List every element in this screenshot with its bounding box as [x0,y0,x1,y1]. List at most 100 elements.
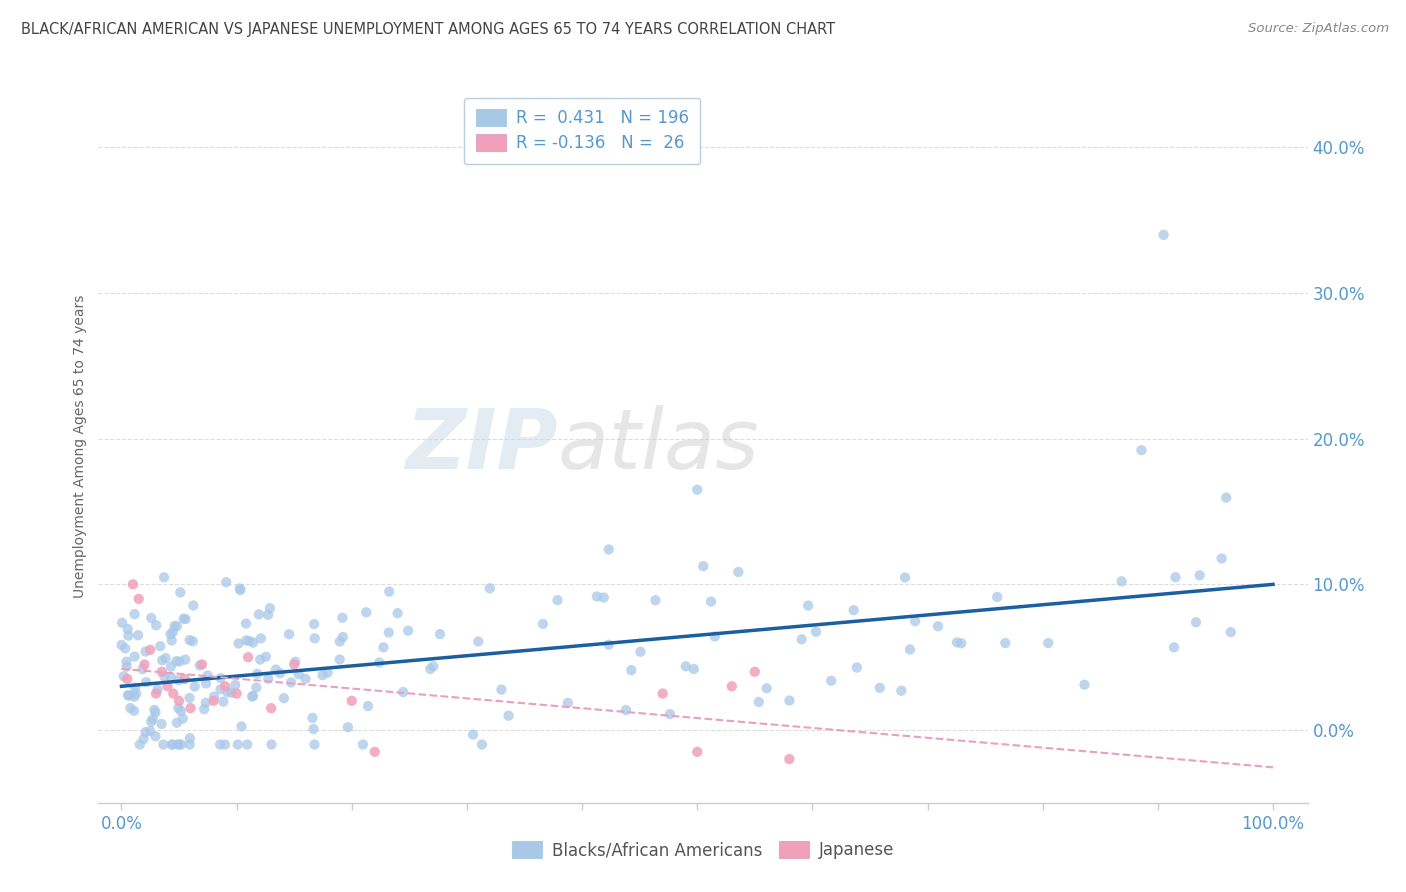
Point [235,616,257,631]
Point [115,672,138,686]
Point [598,542,620,557]
Point [1185,615,1208,630]
Point [124,681,146,695]
Point [378,584,401,599]
Point [820,673,842,688]
Point [128,738,150,752]
Point [160,738,183,752]
Point [124,690,146,704]
Point [236,738,259,752]
Point [162,738,184,752]
Point [170,738,193,752]
Point [180,701,202,715]
Point [155,651,177,665]
Point [242,689,264,703]
Point [304,632,326,646]
Point [146,682,169,697]
Point [392,685,415,699]
Point [173,612,195,626]
Point [246,666,269,681]
Point [111,615,134,630]
Point [141,714,163,729]
Point [165,654,187,668]
Point [250,632,273,646]
Point [240,690,263,704]
Point [927,619,949,633]
Point [280,675,302,690]
Point [387,606,409,620]
Point [215,575,238,590]
Point [304,738,326,752]
Point [135,675,157,690]
Point [229,582,252,596]
Point [531,616,554,631]
Point [586,590,609,604]
Point [700,594,723,608]
Point [257,607,280,622]
Point [224,678,246,692]
Point [195,676,218,690]
Point [1130,443,1153,458]
Point [226,738,249,752]
Point [368,656,391,670]
Point [797,599,820,613]
Point [183,680,205,694]
Point [950,636,973,650]
Point [682,662,704,676]
Point [172,712,194,726]
Point [651,687,673,701]
Point [845,660,868,674]
Point [245,681,267,695]
Point [419,662,441,676]
Point [174,653,197,667]
Point [804,624,827,639]
Point [150,653,173,667]
Point [202,694,225,708]
Point [904,614,927,628]
Point [748,695,770,709]
Point [301,711,323,725]
Point [1219,625,1241,640]
Point [278,627,301,641]
Point [181,634,204,648]
Point [114,641,136,656]
Point [145,687,167,701]
Point [179,633,201,648]
Point [269,666,291,681]
Point [145,729,167,743]
Point [1164,570,1187,584]
Point [686,483,709,497]
Point [1111,574,1133,589]
Point [356,605,378,619]
Point [461,727,484,741]
Point [122,704,145,718]
Point [236,650,259,665]
Point [174,612,197,626]
Point [329,652,352,666]
Point [332,611,354,625]
Point [128,591,150,606]
Point [229,583,252,598]
Point [131,662,153,676]
Point [152,738,174,752]
Legend: R =  0.431   N = 196, R = -0.136   N =  26: R = 0.431 N = 196, R = -0.136 N = 26 [464,97,700,164]
Point [377,625,399,640]
Point [112,669,135,683]
Point [249,652,271,666]
Point [422,659,444,673]
Point [162,687,184,701]
Point [842,603,865,617]
Point [150,717,173,731]
Point [894,570,917,584]
Point [153,669,176,683]
Point [340,694,363,708]
Point [167,738,190,752]
Point [141,611,163,625]
Point [478,582,501,596]
Point [191,657,214,672]
Text: Source: ZipAtlas.com: Source: ZipAtlas.com [1249,22,1389,36]
Point [110,638,132,652]
Point [703,630,725,644]
Point [135,725,157,739]
Point [179,738,201,752]
